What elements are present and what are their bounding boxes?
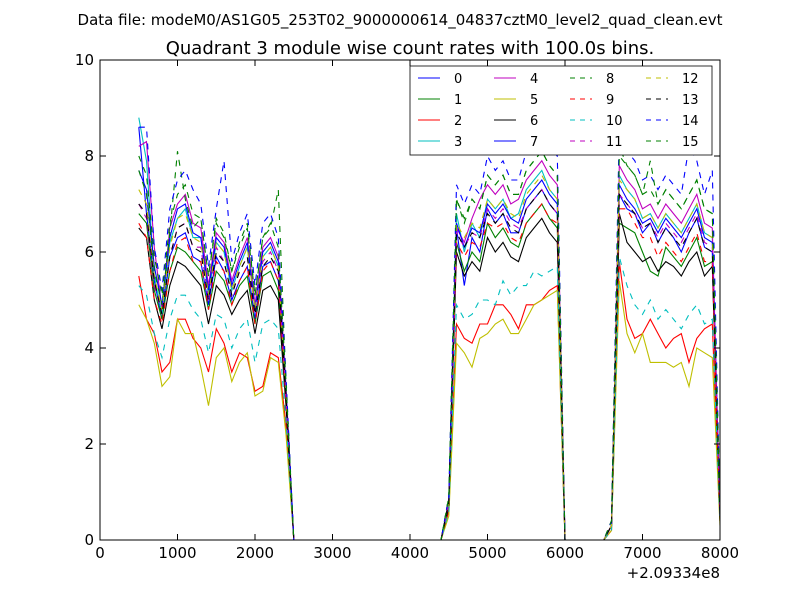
legend-label-6: 6 [530,114,538,129]
series-line-0 [138,127,720,540]
y-tick-label: 2 [84,435,94,453]
x-tick-label: 1000 [158,544,196,562]
series-line-1 [138,203,720,540]
legend-label-11: 11 [606,135,623,150]
legend-label-9: 9 [606,93,614,108]
legend-label-10: 10 [606,114,623,129]
series-line-10 [138,256,720,540]
series-line-15 [138,150,720,540]
legend-label-5: 5 [530,93,538,108]
legend-label-15: 15 [682,135,699,150]
series-line-12 [138,174,720,540]
x-tick-label: 4000 [391,544,429,562]
chart-title: Quadrant 3 module wise count rates with … [166,38,655,59]
x-tick-label: 7000 [623,544,661,562]
x-tick-label: 5000 [468,544,506,562]
legend-label-4: 4 [530,72,538,87]
series-line-4 [138,140,720,540]
legend-label-13: 13 [682,93,699,108]
x-tick-label: 6000 [546,544,584,562]
legend-box [409,65,713,156]
legend-label-12: 12 [682,72,699,87]
y-tick-label: 4 [84,339,94,357]
legend-label-14: 14 [682,114,699,129]
y-tick-label: 0 [84,531,94,549]
y-tick-label: 6 [84,243,94,261]
y-tick-label: 8 [84,147,94,165]
series-line-13 [138,188,720,540]
x-axis-offset-label: +2.09334e8 [627,564,720,582]
series-line-2 [138,261,720,540]
x-tick-label: 0 [95,544,105,562]
x-axis-ticks: 0 1000 2000 3000 4000 5000 6000 7000 8000 [95,60,739,562]
figure-suptitle: Data file: modeM0/AS1G05_253T02_90000006… [78,11,723,30]
x-tick-label: 8000 [701,544,739,562]
legend-label-0: 0 [454,72,462,87]
x-tick-label: 2000 [236,544,274,562]
legend-label-7: 7 [530,135,538,150]
series-line-5 [138,280,720,540]
legend-label-8: 8 [606,72,614,87]
series-line-7 [138,170,720,540]
legend-label-2: 2 [454,114,462,129]
legend-label-1: 1 [454,93,462,108]
x-tick-label: 3000 [313,544,351,562]
y-tick-label: 10 [75,51,94,69]
series-layer [138,88,720,540]
series-line-14 [138,88,720,540]
series-line-6 [138,213,720,540]
legend-label-3: 3 [454,135,462,150]
